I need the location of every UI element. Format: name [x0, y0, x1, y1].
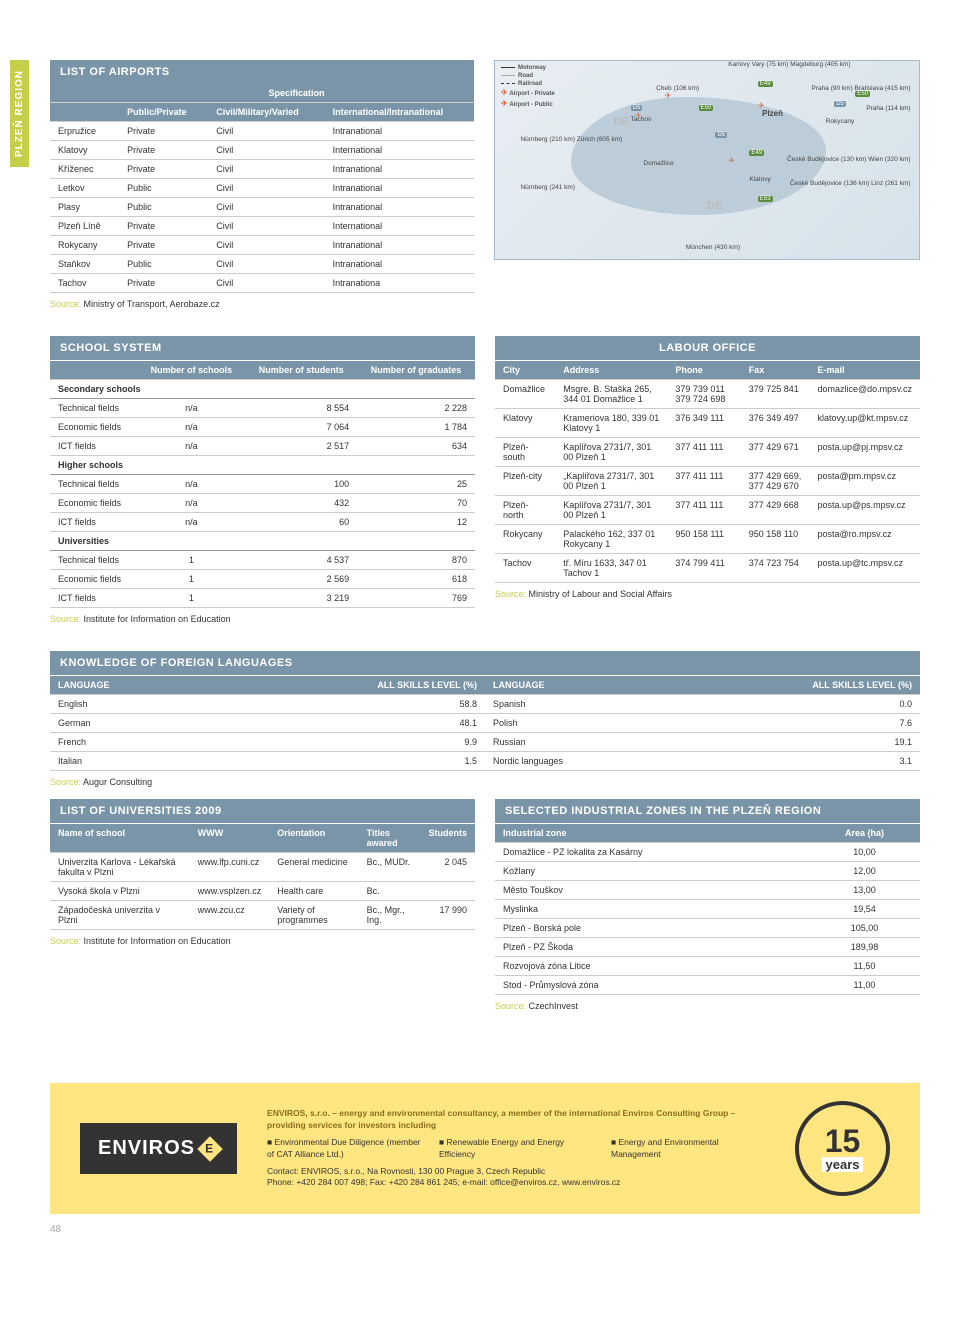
- lang-table: LANGUAGE ALL SKILLS LEVEL (%) LANGUAGE A…: [50, 675, 920, 771]
- col: E-mail: [809, 361, 920, 380]
- region-map: Motorway Road Railroad ✈ Airport - Priva…: [494, 60, 920, 260]
- table-row: Vysoká škola v Plzniwww.vsplzen.czHealth…: [50, 882, 475, 901]
- group-row: Higher schools: [50, 456, 475, 475]
- table-row: DomažliceMsgre. B. Staška 265, 344 01 Do…: [495, 380, 920, 409]
- table-row: Plzeň-northKaplířova 2731/7, 301 00 Plze…: [495, 496, 920, 525]
- col: Area (ha): [809, 824, 920, 843]
- table-row: Tachovtř. Míru 1633, 347 01 Tachov 1374 …: [495, 554, 920, 583]
- col: Orientation: [269, 824, 358, 853]
- airports-title: LIST OF AIRPORTS: [50, 60, 474, 84]
- uni-table: Name of school WWW Orientation Titles aw…: [50, 823, 475, 930]
- table-row: Technical fields14 537870: [50, 551, 475, 570]
- labour-title: LABOUR OFFICE: [495, 336, 920, 360]
- table-row: Město Touškov13,00: [495, 881, 920, 900]
- lang-source: Source: Augur Consulting: [50, 777, 920, 787]
- table-row: Myslinka19,54: [495, 900, 920, 919]
- zones-table: Industrial zone Area (ha) Domažlice - PZ…: [495, 823, 920, 995]
- col: ALL SKILLS LEVEL (%): [268, 676, 486, 695]
- footer-text: ENVIROS, s.r.o. – energy and environment…: [267, 1108, 765, 1189]
- table-row: Univerzita Karlova - Lékařská fakulta v …: [50, 853, 475, 882]
- col: LANGUAGE: [50, 676, 268, 695]
- col: Number of students: [245, 361, 357, 380]
- school-title: SCHOOL SYSTEM: [50, 336, 475, 360]
- table-row: Economic fieldsn/a7 0641 784: [50, 418, 475, 437]
- table-row: Technical fieldsn/a8 5542 228: [50, 399, 475, 418]
- col: International/Intranational: [325, 103, 474, 122]
- col: Titles awared: [359, 824, 421, 853]
- spec-label: Specification: [119, 84, 474, 103]
- school-table: Number of schoolsNumber of studentsNumbe…: [50, 360, 475, 608]
- table-row: German48.1Polish7.6: [50, 714, 920, 733]
- table-row: ICT fieldsn/a6012: [50, 513, 475, 532]
- footer-service: Environmental Due Diligence (member of C…: [267, 1137, 421, 1160]
- labour-table: City Address Phone Fax E-mail DomažliceM…: [495, 360, 920, 583]
- page-number: 48: [50, 1224, 960, 1235]
- table-row: RokycanyPalackého 162, 337 01 Rokycany 1…: [495, 525, 920, 554]
- table-row: Plzeň LíněPrivateCivilInternational: [50, 217, 474, 236]
- table-row: Technical fieldsn/a10025: [50, 475, 475, 494]
- table-row: StaňkovPublicCivilIntranational: [50, 255, 474, 274]
- table-row: TachovPrivateCivilIntranationa: [50, 274, 474, 293]
- region-sidebar: PLZEŇ REGION: [10, 60, 29, 167]
- footer-ad: ENVIROSE ENVIROS, s.r.o. – energy and en…: [50, 1083, 920, 1214]
- labour-source: Source: Ministry of Labour and Social Af…: [495, 589, 920, 599]
- table-row: Economic fieldsn/a43270: [50, 494, 475, 513]
- col: Phone: [667, 361, 740, 380]
- table-row: Economic fields12 569618: [50, 570, 475, 589]
- table-row: KlatovyKrameriova 180, 339 01 Klatovy 13…: [495, 409, 920, 438]
- table-row: Plzeň-city„Kaplířova 2731/7, 301 00 Plze…: [495, 467, 920, 496]
- footer-service: Renewable Energy and Energy Efficiency: [439, 1137, 593, 1160]
- lang-title: KNOWLEDGE OF FOREIGN LANGUAGES: [50, 651, 920, 675]
- group-row: Secondary schools: [50, 380, 475, 399]
- col: LANGUAGE: [485, 676, 703, 695]
- table-row: Západočeská univerzita v Plzniwww.zcu.cz…: [50, 901, 475, 930]
- map-legend: Motorway Road Railroad ✈ Airport - Priva…: [501, 65, 555, 110]
- airports-source: Source: Ministry of Transport, Aerobaze.…: [50, 299, 474, 309]
- table-row: ICT fieldsn/a2 517634: [50, 437, 475, 456]
- years-badge: 15 years: [795, 1101, 890, 1196]
- table-row: KříženecPrivateCivilIntranational: [50, 160, 474, 179]
- table-row: ErpružicePrivateCivilIntranational: [50, 122, 474, 141]
- footer-service: Energy and Environmental Management: [611, 1137, 765, 1160]
- col: Name of school: [50, 824, 190, 853]
- table-row: PlasyPublicCivilIntranational: [50, 198, 474, 217]
- table-row: Rozvojová zóna Litice11,50: [495, 957, 920, 976]
- table-row: Plzeň - Borská pole105,00: [495, 919, 920, 938]
- school-source: Source: Institute for Information on Edu…: [50, 614, 475, 624]
- col: Address: [555, 361, 667, 380]
- group-row: Universities: [50, 532, 475, 551]
- col: WWW: [190, 824, 270, 853]
- col: Number of graduates: [357, 361, 475, 380]
- uni-title: LIST OF UNIVERSITIES 2009: [50, 799, 475, 823]
- col: Number of schools: [137, 361, 245, 380]
- table-row: RokycanyPrivateCivilIntranational: [50, 236, 474, 255]
- table-row: ICT fields13 219769: [50, 589, 475, 608]
- col: Fax: [741, 361, 810, 380]
- table-row: Italian1.5Nordic languages3.1: [50, 752, 920, 771]
- table-row: Plzeň - PZ Škoda189,98: [495, 938, 920, 957]
- col: Industrial zone: [495, 824, 809, 843]
- col: Public/Private: [119, 103, 208, 122]
- col: ALL SKILLS LEVEL (%): [703, 676, 921, 695]
- col: City: [495, 361, 555, 380]
- uni-source: Source: Institute for Information on Edu…: [50, 936, 475, 946]
- table-row: Kožlany12,00: [495, 862, 920, 881]
- table-row: Plzeň-southKaplířova 2731/7, 301 00 Plze…: [495, 438, 920, 467]
- airports-table: Specification Public/PrivateCivil/Milita…: [50, 84, 474, 293]
- col: Civil/Military/Varied: [208, 103, 324, 122]
- table-row: Domažlice - PZ lokalita za Kasárny10,00: [495, 843, 920, 862]
- enviros-logo: ENVIROSE: [80, 1123, 237, 1174]
- table-row: French9.9Russian19.1: [50, 733, 920, 752]
- zones-title: SELECTED INDUSTRIAL ZONES IN THE PLZEŇ R…: [495, 799, 920, 823]
- table-row: KlatovyPrivateCivilInternational: [50, 141, 474, 160]
- zones-source: Source: CzechInvest: [495, 1001, 920, 1011]
- table-row: English58.8Spanish0.0: [50, 695, 920, 714]
- table-row: Stod - Průmyslová zóna11,00: [495, 976, 920, 995]
- col: Students: [420, 824, 475, 853]
- table-row: LetkovPublicCivilIntranational: [50, 179, 474, 198]
